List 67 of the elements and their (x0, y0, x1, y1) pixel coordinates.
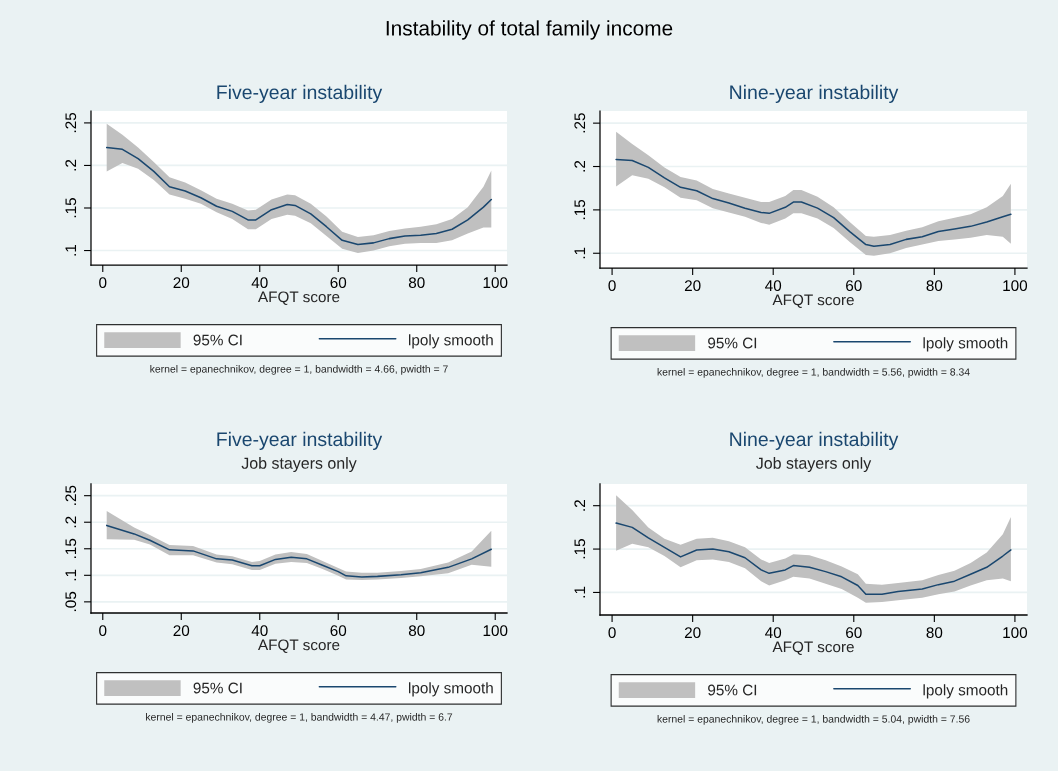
chart-title: Five-year instability (217, 84, 383, 103)
chart-title: Nine-year instability (730, 431, 899, 450)
x-tick-label: 60 (330, 277, 347, 289)
y-tick-label: .15 (65, 538, 77, 558)
y-tick-label: .2 (65, 516, 77, 528)
y-tick-label: .25 (574, 113, 586, 133)
y-tick-label: .05 (65, 591, 77, 612)
x-tick-label: 0 (99, 625, 107, 637)
x-tick-label: 40 (251, 277, 268, 289)
line-series (105, 146, 493, 246)
x-tick-label: 100 (483, 277, 508, 289)
text: 95% CI (708, 684, 757, 696)
text: kernel = epanechnikov, degree = 1, bandwidth = 4.47, pwidth = 6.7 (146, 713, 453, 723)
y-tick-label: .1 (574, 586, 586, 598)
text: kernel = epanechnikov, degree = 1, bandwidth = 5.56, pwidth = 8.34 (657, 368, 970, 378)
x-axis-title: AFQT score (258, 291, 340, 306)
y-tick-label: .2 (574, 160, 586, 172)
x-tick-label: 40 (765, 627, 782, 639)
y-tick-label: .2 (574, 500, 586, 511)
x-tick-label: 80 (408, 277, 425, 289)
text: 95% CI (193, 682, 242, 694)
text: Instability of total family income (386, 20, 673, 40)
x-tick-label: 20 (173, 277, 190, 289)
x-tick-label: 40 (251, 625, 268, 637)
x-tick-label: 80 (926, 627, 943, 639)
x-tick-label: 100 (1003, 627, 1028, 639)
legend-label: lpoly smooth (409, 682, 493, 697)
x-tick-label: 80 (926, 280, 943, 292)
y-tick-label: .1 (574, 247, 586, 259)
chart-title: Five-year instability (217, 431, 383, 450)
x-tick-label: 100 (483, 625, 508, 637)
x-tick-label: 0 (99, 277, 107, 289)
legend-label: lpoly smooth (923, 684, 1008, 699)
x-axis-title: AFQT score (258, 639, 340, 654)
line-series (615, 522, 1012, 595)
x-tick-label: 60 (846, 280, 862, 292)
y-tick-label: .25 (65, 485, 77, 505)
y-tick-label: .15 (65, 198, 77, 218)
chart-subtitle: Job stayers only (241, 457, 357, 472)
line-series (615, 158, 1012, 248)
y-tick-label: .15 (574, 539, 586, 559)
chart-title: Nine-year instability (730, 84, 899, 103)
text: kernel = epanechnikov, degree = 1, bandwidth = 5.04, pwidth = 7.56 (657, 715, 970, 725)
x-tick-label: 60 (330, 625, 347, 637)
legend-label: lpoly smooth (409, 334, 493, 349)
text: 95% CI (193, 334, 242, 346)
x-tick-label: 60 (846, 627, 862, 639)
y-tick-label: .15 (574, 199, 586, 220)
y-tick-label: .25 (65, 112, 77, 133)
text: 95% CI (708, 337, 757, 349)
x-tick-label: 0 (608, 627, 616, 639)
y-tick-label: .1 (65, 244, 77, 256)
line-series (105, 524, 493, 578)
y-tick-label: .1 (65, 569, 77, 581)
x-tick-label: 100 (1003, 280, 1028, 292)
x-tick-label: 80 (408, 625, 425, 637)
x-axis-title: AFQT score (772, 294, 854, 309)
y-tick-label: .2 (65, 159, 77, 171)
x-tick-label: 0 (608, 280, 616, 292)
chart-subtitle: Job stayers only (756, 457, 872, 472)
x-tick-label: 20 (173, 625, 190, 637)
x-axis-title: AFQT score (772, 641, 854, 656)
text: kernel = epanechnikov, degree = 1, bandwidth = 4.66, pwidth = 7 (150, 365, 448, 375)
legend-label: lpoly smooth (923, 337, 1008, 352)
x-tick-label: 20 (684, 627, 701, 639)
x-tick-label: 20 (684, 280, 701, 292)
x-tick-label: 40 (765, 280, 782, 292)
